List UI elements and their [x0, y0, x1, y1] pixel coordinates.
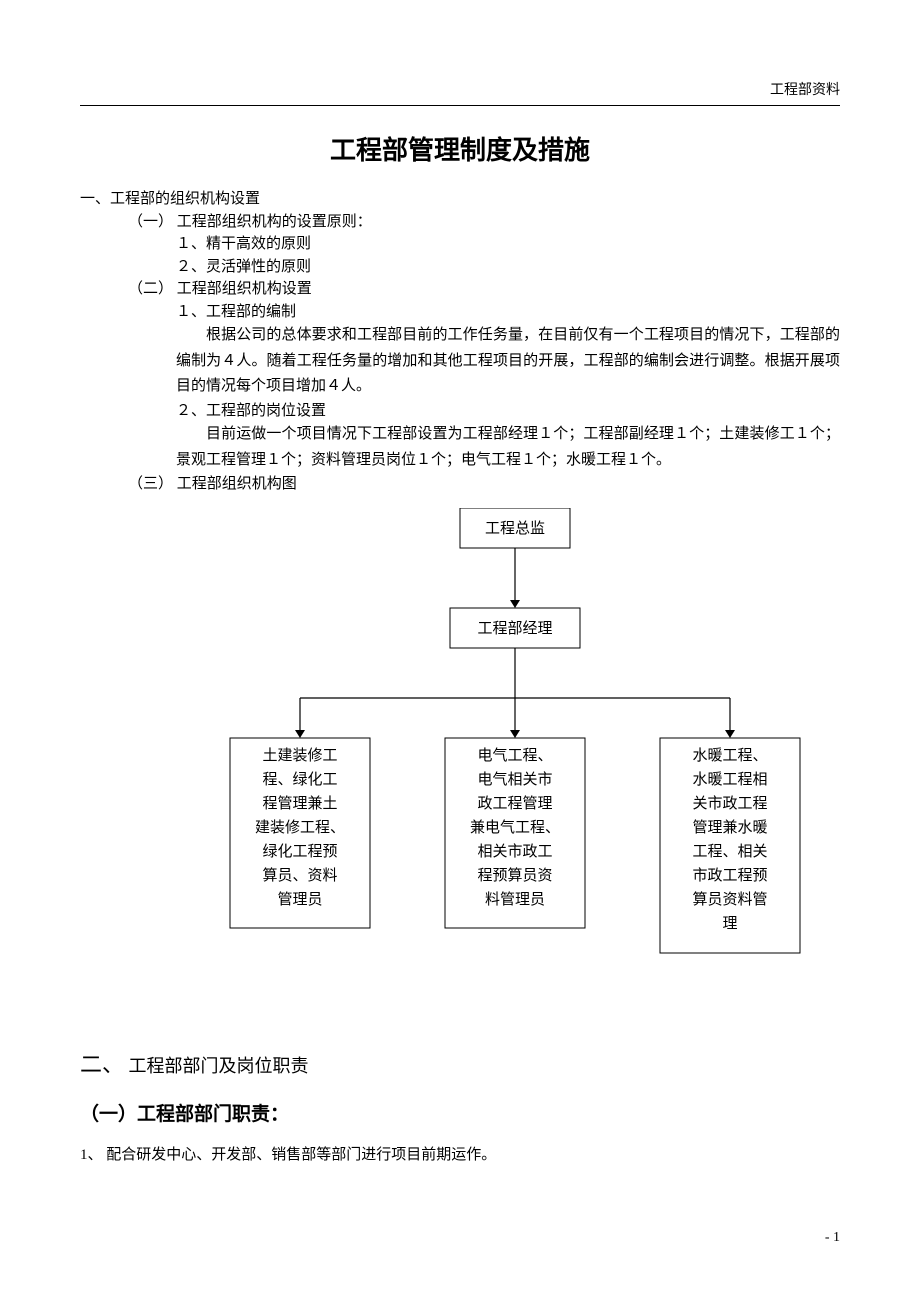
- svg-text:土建装修工: 土建装修工: [262, 747, 337, 764]
- svg-text:电气相关市: 电气相关市: [477, 771, 552, 788]
- svg-text:建装修工程、: 建装修工程、: [255, 819, 345, 836]
- svg-text:市政工程预: 市政工程预: [692, 867, 767, 884]
- page-title: 工程部管理制度及措施: [80, 131, 840, 170]
- svg-text:管理员: 管理员: [277, 891, 322, 908]
- section1-sub1-item1: １、精干高效的原则: [176, 233, 840, 256]
- svg-text:关市政工程: 关市政工程: [692, 795, 767, 812]
- section1-sub2-para1: 根据公司的总体要求和工程部目前的工作任务量，在目前仅有一个工程项目的情况下，工程…: [176, 323, 840, 400]
- svg-text:程管理兼土: 程管理兼土: [262, 795, 337, 812]
- section1-sub2-heading: （二） 工程部组织机构设置: [128, 278, 840, 301]
- org-chart: 工程总监工程部经理土建装修工程、绿化工程管理兼土建装修工程、绿化工程预算员、资料…: [80, 508, 840, 968]
- section2-sub1-heading: （一）工程部部门职责：: [80, 1101, 840, 1130]
- svg-text:工程部经理: 工程部经理: [477, 620, 552, 637]
- svg-text:绿化工程预: 绿化工程预: [262, 843, 337, 860]
- svg-text:水暖工程相: 水暖工程相: [692, 771, 767, 788]
- section2-heading-prefix: 二、: [80, 1052, 124, 1077]
- svg-text:工程、相关: 工程、相关: [692, 843, 767, 860]
- section1-sub2-item1: １、工程部的编制: [176, 301, 840, 324]
- section1-sub3-heading: （三） 工程部组织机构图: [128, 473, 840, 496]
- svg-text:电气工程、: 电气工程、: [477, 747, 552, 764]
- org-chart-svg: 工程总监工程部经理土建装修工程、绿化工程管理兼土建装修工程、绿化工程预算员、资料…: [80, 508, 840, 968]
- svg-text:理: 理: [722, 916, 737, 932]
- svg-text:管理兼水暖: 管理兼水暖: [692, 819, 767, 836]
- page-footer: - 1: [80, 1227, 840, 1248]
- svg-text:工程总监: 工程总监: [485, 520, 545, 537]
- svg-text:算员资料管: 算员资料管: [692, 890, 767, 908]
- svg-text:程、绿化工: 程、绿化工: [262, 771, 337, 788]
- svg-text:兼电气工程、: 兼电气工程、: [470, 819, 560, 836]
- svg-text:料管理员: 料管理员: [485, 891, 545, 908]
- section2-heading-rest: 工程部部门及岗位职责: [129, 1056, 309, 1076]
- section1-sub1-item2: ２、灵活弹性的原则: [176, 256, 840, 279]
- svg-text:相关市政工: 相关市政工: [477, 843, 552, 860]
- section1-sub2-item2: ２、工程部的岗位设置: [176, 400, 840, 423]
- svg-text:程预算员资: 程预算员资: [477, 866, 552, 884]
- svg-text:水暖工程、: 水暖工程、: [692, 747, 767, 764]
- section1-sub1-heading: （一） 工程部组织机构的设置原则：: [128, 211, 840, 234]
- section1-sub2-para2: 目前运做一个项目情况下工程部设置为工程部经理１个；工程部副经理１个；土建装修工１…: [176, 422, 840, 473]
- section2-sub1-item1: 1、 配合研发中心、开发部、销售部等部门进行项目前期运作。: [80, 1144, 840, 1167]
- section2-heading: 二、 工程部部门及岗位职责: [80, 1048, 840, 1081]
- section1-heading: 一、工程部的组织机构设置: [80, 188, 840, 211]
- svg-text:政工程管理: 政工程管理: [477, 795, 552, 812]
- svg-text:算员、资料: 算员、资料: [262, 866, 337, 884]
- header-label: 工程部资料: [80, 80, 840, 106]
